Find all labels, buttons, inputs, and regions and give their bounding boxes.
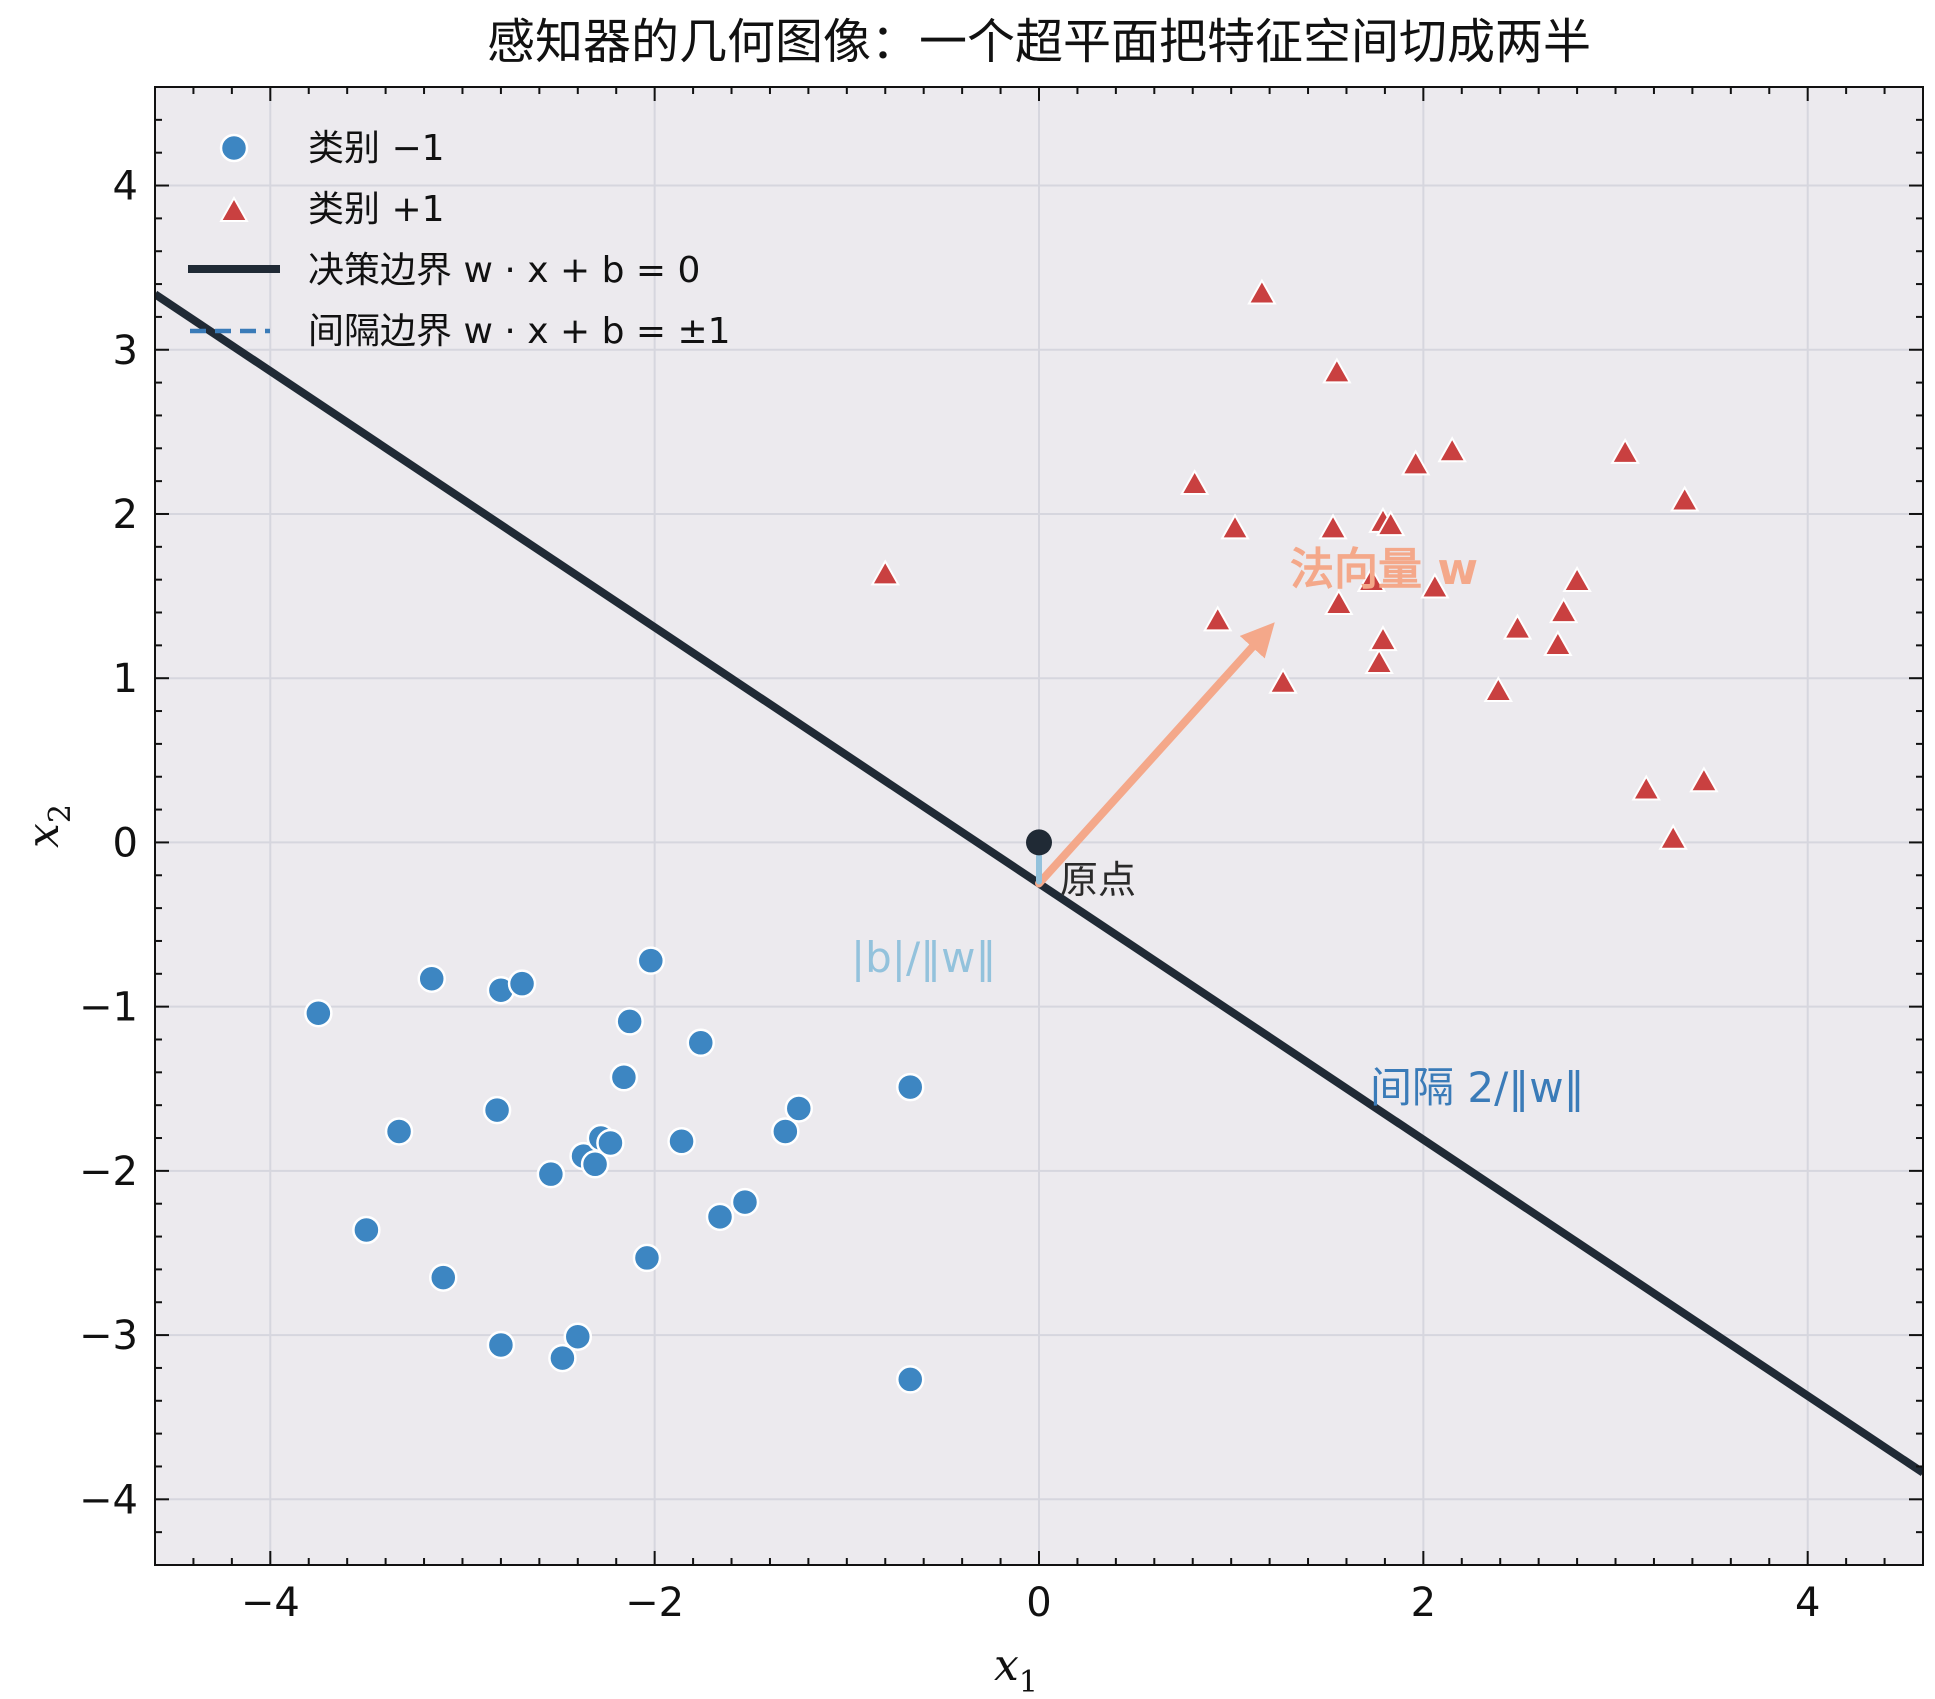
data-point-class-pos — [1420, 572, 1450, 599]
x-axis-label-sub: 1 — [1019, 1665, 1038, 1699]
normal-vector-label: 法向量 w — [1290, 544, 1478, 595]
series-class-pos — [870, 278, 1719, 850]
y-tick-label: −3 — [79, 1313, 138, 1359]
data-point-class-pos — [1631, 774, 1661, 801]
data-point-class-pos — [1483, 675, 1514, 702]
data-point-class-neg — [632, 1243, 662, 1273]
y-tick-label: 2 — [113, 492, 138, 538]
data-point-class-neg — [615, 1007, 644, 1036]
data-point-class-pos — [1375, 510, 1406, 537]
data-point-class-pos — [1247, 278, 1277, 305]
data-point-class-neg — [536, 1159, 566, 1189]
y-tick-label: −2 — [79, 1149, 138, 1195]
data-point-class-pos — [1400, 449, 1431, 476]
data-point-class-pos — [1220, 513, 1250, 540]
x-tick-label: 0 — [1026, 1580, 1051, 1626]
data-point-class-pos — [1322, 357, 1352, 384]
data-point-class-pos — [1689, 766, 1719, 793]
series-class-neg — [304, 946, 925, 1394]
normal-vector-arrow — [1035, 622, 1275, 888]
data-point-class-neg — [507, 969, 537, 998]
data-point-class-neg — [636, 946, 666, 975]
legend-label-margin: 间隔边界 w · x + b = ±1 — [308, 311, 731, 352]
y-tick-label: 4 — [113, 164, 138, 210]
y-tick-label: −4 — [79, 1477, 138, 1523]
data-point-class-neg — [730, 1187, 760, 1217]
legend-marker-class-pos — [219, 195, 249, 222]
data-point-class-pos — [1669, 485, 1700, 512]
y-tick-label: −1 — [79, 985, 138, 1031]
data-point-class-neg — [596, 1128, 625, 1158]
data-point-class-pos — [1356, 565, 1387, 592]
y-tick-labels: −4 −3 −2 −1 0 1 2 3 4 — [79, 164, 138, 1524]
x-tick-label: 2 — [1411, 1580, 1436, 1626]
y-axis-label-sub: 2 — [43, 804, 78, 823]
data-point-class-pos — [1318, 513, 1348, 540]
data-point-class-neg — [304, 998, 333, 1028]
data-point-class-pos — [1562, 565, 1592, 592]
data-point-class-neg — [482, 1095, 512, 1125]
data-point-class-neg — [384, 1117, 414, 1146]
legend: 类别 −1 类别 +1 决策边界 w · x + b = 0 间隔边界 w · … — [188, 128, 731, 352]
data-point-class-neg — [895, 1072, 925, 1102]
x-tick-label: −2 — [625, 1580, 684, 1626]
x-tick-labels: −4 −2 0 2 4 — [241, 1580, 1821, 1626]
data-point-class-neg — [580, 1150, 610, 1179]
x-tick-label: 4 — [1795, 1580, 1820, 1626]
data-point-class-neg — [563, 1322, 593, 1351]
x-axis-label-main: x — [994, 1640, 1019, 1691]
legend-label-boundary: 决策边界 w · x + b = 0 — [308, 250, 700, 291]
data-point-class-pos — [870, 559, 900, 586]
legend-marker-class-neg — [219, 133, 249, 163]
data-point-class-neg — [417, 964, 446, 993]
legend-label-class-pos: 类别 +1 — [308, 189, 445, 230]
y-tick-label: 3 — [113, 328, 138, 374]
data-point-class-neg — [548, 1343, 577, 1373]
x-axis-label: x1 — [994, 1640, 1038, 1699]
x-tick-label: −4 — [241, 1580, 300, 1626]
data-point-class-pos — [1610, 437, 1640, 464]
origin-label: 原点 — [1060, 858, 1136, 902]
legend-label-class-neg: 类别 −1 — [308, 128, 445, 169]
y-tick-label: 1 — [113, 656, 138, 702]
data-point-class-neg — [609, 1063, 639, 1092]
data-point-class-pos — [1364, 648, 1394, 675]
data-point-class-neg — [771, 1117, 800, 1146]
data-point-class-neg — [784, 1094, 814, 1123]
data-point-class-pos — [1437, 436, 1467, 463]
y-tick-label: 0 — [113, 820, 138, 866]
data-point-class-neg — [667, 1127, 696, 1156]
data-point-class-pos — [1502, 613, 1533, 640]
data-point-class-neg — [429, 1263, 458, 1292]
data-point-class-pos — [1324, 588, 1354, 615]
data-point-class-neg — [686, 1028, 716, 1058]
margin-label: 间隔 2/‖w‖ — [1370, 1063, 1585, 1112]
chart-title: 感知器的几何图像：一个超平面把特征空间切成两半 — [487, 14, 1591, 70]
data-point-class-pos — [1203, 605, 1233, 632]
origin-point — [1026, 829, 1052, 856]
data-point-class-pos — [1368, 625, 1398, 652]
data-point-class-pos — [1268, 667, 1298, 694]
data-point-class-pos — [1543, 629, 1573, 656]
y-axis-label-main: x — [18, 823, 69, 848]
distance-label: |b|/‖w‖ — [851, 933, 996, 982]
data-point-class-neg — [895, 1365, 925, 1394]
y-axis-label: x2 — [18, 804, 78, 848]
plot-area — [155, 278, 1923, 1477]
data-point-class-pos — [1548, 597, 1579, 624]
data-point-class-neg — [486, 1330, 516, 1360]
data-point-class-pos — [1179, 469, 1210, 496]
data-point-class-pos — [1658, 823, 1688, 850]
data-point-class-neg — [352, 1215, 381, 1245]
axis-ticks — [154, 86, 1924, 1566]
data-point-class-neg — [705, 1202, 735, 1232]
